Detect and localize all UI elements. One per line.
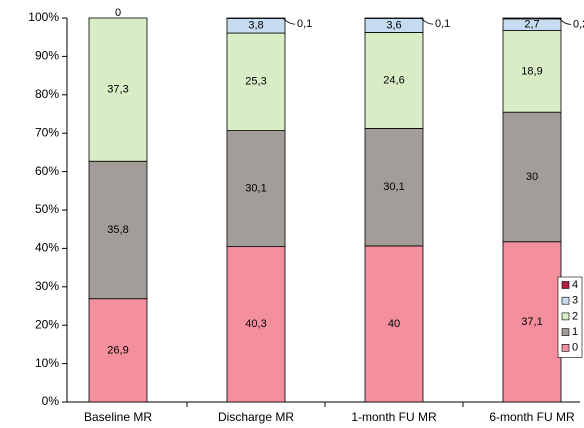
legend-swatch — [561, 281, 570, 289]
bar-segment — [226, 130, 286, 248]
bar-segment — [502, 30, 562, 113]
bar-segment — [226, 246, 286, 403]
legend-swatch — [561, 296, 570, 305]
data-label: 26,9 — [107, 344, 128, 356]
data-label: 30 — [526, 171, 538, 183]
x-tick-label: Baseline MR — [84, 410, 152, 424]
y-tick-label: 80% — [35, 87, 59, 101]
legend-swatch — [561, 328, 570, 336]
bar-segment — [364, 32, 424, 129]
y-tick-label: 40% — [35, 241, 59, 255]
x-tick-label: Discharge MR — [218, 410, 294, 424]
data-label: 0,1 — [297, 18, 312, 30]
data-label: 18,9 — [521, 65, 542, 77]
legend-swatch — [561, 312, 570, 321]
legend-label: 4 — [572, 279, 578, 291]
legend-label: 2 — [572, 310, 578, 322]
data-label: 0,2 — [573, 18, 584, 30]
data-label: 30,1 — [383, 181, 404, 193]
data-label: 37,3 — [107, 84, 128, 96]
data-label: 3,8 — [248, 20, 263, 32]
bar-segment — [502, 241, 562, 403]
bar-segment — [88, 160, 148, 300]
bar-segment — [226, 32, 286, 131]
y-tick-label: 20% — [35, 317, 59, 331]
data-label: 40 — [388, 318, 400, 330]
legend-label: 3 — [572, 295, 578, 307]
y-tick-label: 30% — [35, 279, 59, 293]
data-label: 0,1 — [435, 18, 450, 30]
y-tick-label: 60% — [35, 164, 59, 178]
y-tick-label: 70% — [35, 125, 59, 139]
leader-line — [282, 17, 296, 25]
data-label: 35,8 — [107, 224, 128, 236]
y-tick-label: 90% — [35, 49, 59, 63]
bar-segment — [364, 128, 424, 247]
y-tick-label: 10% — [35, 356, 59, 370]
data-label: 40,3 — [245, 318, 266, 330]
bar-segment — [502, 17, 562, 20]
data-label: 3,6 — [386, 19, 401, 31]
legend-swatch — [561, 343, 570, 352]
data-label: 30,1 — [245, 183, 266, 195]
legend-label: 1 — [572, 326, 578, 338]
y-tick-label: 100% — [28, 10, 59, 24]
y-tick-label: 50% — [35, 202, 59, 216]
x-tick-label: 6-month FU MR — [489, 410, 575, 424]
data-label: 2,7 — [524, 19, 539, 31]
leader-line — [420, 17, 434, 25]
y-tick-label: 0% — [42, 394, 60, 408]
data-label: 37,1 — [521, 316, 542, 328]
bar-segment — [88, 298, 148, 403]
leader-line — [558, 18, 572, 25]
data-label: 0 — [115, 7, 121, 19]
bar-segment — [364, 245, 424, 403]
bar-segment — [88, 17, 148, 162]
x-tick-label: 1-month FU MR — [351, 410, 437, 424]
data-label: 24,6 — [383, 74, 404, 86]
data-label: 25,3 — [245, 76, 266, 88]
legend-box — [557, 276, 583, 358]
legend-label: 0 — [572, 342, 578, 354]
